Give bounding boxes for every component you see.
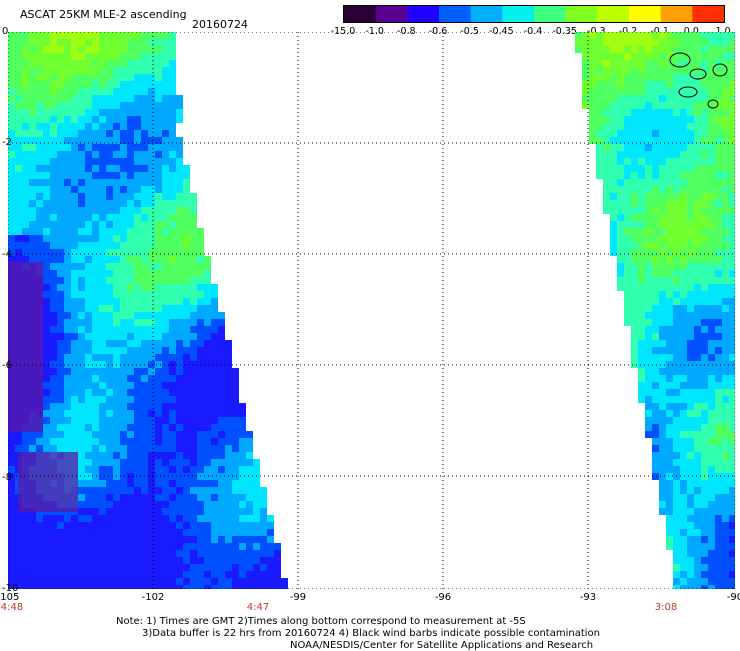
island-outline (689, 68, 707, 80)
low-value-patch (18, 452, 78, 512)
colorbar-label: -0.5 (460, 26, 479, 37)
colorbar-segment (534, 6, 567, 22)
colorbar-label: -0.8 (397, 26, 416, 37)
colorbar-segment (692, 6, 724, 22)
lon-tick-label: -90 (726, 592, 740, 603)
colorbar-label: 1.0 (715, 26, 731, 37)
map-title: ASCAT 25KM MLE-2 ascending (20, 8, 187, 21)
lat-tick-label: -8 (2, 471, 12, 483)
lat-tick-label: -6 (2, 360, 12, 372)
low-value-patch (8, 262, 43, 432)
colorbar-segment (502, 6, 535, 22)
lon-tick-label: -96 (434, 592, 452, 603)
map-plot (8, 32, 735, 589)
colorbar-segment (660, 6, 693, 22)
footer-note-3: NOAA/NESDIS/Center for Satellite Applica… (290, 640, 594, 651)
colorbar-label: -0.6 (428, 26, 448, 37)
colorbar-label: -15.0 (330, 26, 356, 37)
colorbar-label: -0.45 (489, 26, 514, 37)
island-outline (669, 52, 691, 68)
colorbar-segment (629, 6, 662, 22)
lon-tick-label: -93 (579, 592, 597, 603)
time-label-left: 4:48 (0, 602, 24, 613)
lat-tick-label: -2 (2, 137, 12, 149)
colorbar (343, 5, 725, 23)
time-label-right: 3:08 (654, 602, 678, 613)
colorbar-segment (375, 6, 408, 22)
island-outline (707, 99, 719, 109)
lat-tick-label: -4 (2, 248, 12, 260)
time-label-mid: 4:47 (246, 602, 270, 613)
lon-tick-label: -99 (289, 592, 307, 603)
footer-note-1: Note: 1) Times are GMT 2)Times along bot… (116, 616, 526, 627)
map-date: 20160724 (192, 18, 248, 31)
lon-tick-label: -105 (0, 592, 20, 603)
colorbar-segment (407, 6, 440, 22)
colorbar-segment (344, 6, 377, 22)
colorbar-segment (597, 6, 630, 22)
colorbar-segment (565, 6, 598, 22)
colorbar-label: 0.0 (683, 26, 699, 37)
map-swath-canvas (8, 32, 735, 589)
colorbar-segment (470, 6, 503, 22)
island-outline (712, 63, 728, 77)
lat-tick-label: -10 (2, 583, 19, 594)
colorbar-label: -1.0 (365, 26, 384, 37)
footer-note-2: 3)Data buffer is 22 hrs from 20160724 4)… (142, 628, 600, 639)
lat-tick-label: 0 (2, 26, 9, 37)
lon-tick-label: -102 (141, 592, 165, 603)
colorbar-segment (439, 6, 472, 22)
island-outline (678, 86, 698, 98)
colorbar-label: -0.1 (650, 26, 669, 37)
